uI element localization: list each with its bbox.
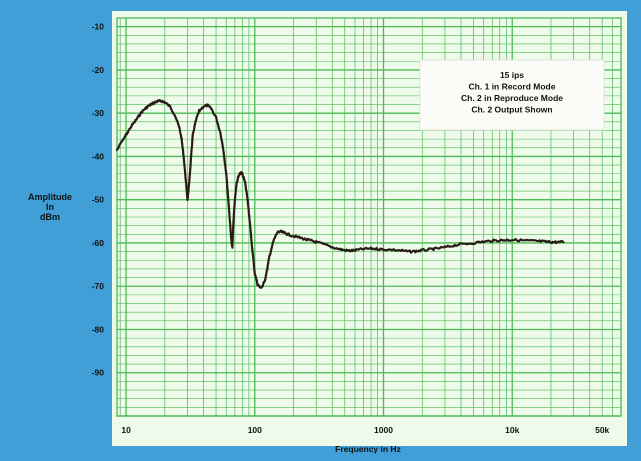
y-tick-label: -90: [92, 368, 105, 378]
series-layer: [115, 99, 565, 289]
y-tick-label: -30: [92, 108, 105, 118]
y-axis-label: Amplitude In dBm: [22, 192, 78, 222]
y-tick-label: -20: [92, 65, 105, 75]
minor-grid: [117, 17, 622, 416]
plot-border: [116, 17, 622, 417]
y-tick-label: -70: [92, 281, 105, 291]
y-tick-label: -80: [92, 324, 105, 334]
y-tick-label: -10: [92, 22, 105, 32]
annotation-line: Ch. 2 in Reproduce Mode: [461, 93, 563, 103]
y-tick-label: -40: [92, 151, 105, 161]
x-axis-label: Frequency in Hz: [335, 444, 401, 454]
x-tick-label: 10: [121, 425, 131, 435]
x-tick-label: 100: [248, 425, 262, 435]
x-tick-label: 50k: [595, 425, 609, 435]
annotation-line: Ch. 1 in Record Mode: [469, 82, 556, 92]
y-axis-label-line-2: In: [46, 202, 54, 212]
annotation-line: 15 ips: [500, 70, 524, 80]
annotation-background: [419, 59, 605, 131]
x-tick-labels: 10 100 1000 10k 50k: [121, 425, 609, 435]
y-axis-label-line-1: Amplitude: [28, 192, 72, 202]
x-tick-label: 10k: [505, 425, 519, 435]
series-line: [115, 99, 565, 289]
annotation-line: Ch. 2 Output Shown: [471, 105, 552, 115]
y-axis-label-line-3: dBm: [40, 212, 60, 222]
y-tick-label: -60: [92, 238, 105, 248]
y-tick-labels: -10 -20 -30 -40 -50 -60 -70 -80 -90: [92, 22, 105, 378]
x-tick-label: 1000: [374, 425, 393, 435]
y-tick-label: -50: [92, 195, 105, 205]
